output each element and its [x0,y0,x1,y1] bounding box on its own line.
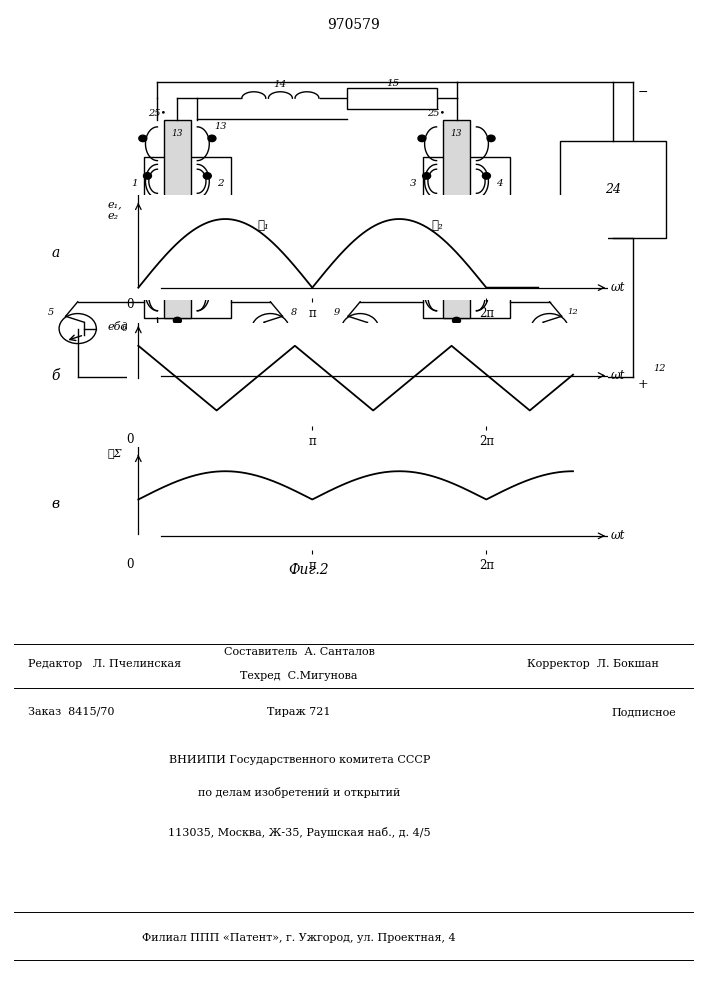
Text: 13: 13 [451,129,462,138]
Circle shape [139,135,147,142]
Text: Фиг.2: Фиг.2 [288,563,329,577]
Circle shape [423,173,431,179]
Bar [347,88,437,109]
Text: 12: 12 [568,308,578,316]
Circle shape [204,173,211,179]
Text: ωt: ωt [611,529,625,542]
Circle shape [418,135,426,142]
Text: 9: 9 [334,308,340,317]
Bar [423,157,510,318]
Text: а: а [51,246,59,260]
Text: 22: 22 [431,201,443,210]
Text: 13: 13 [172,129,183,138]
Text: 17: 17 [191,276,204,285]
Text: 10: 10 [397,324,409,333]
Text: 18: 18 [431,276,443,285]
Text: 970579: 970579 [327,18,380,32]
Text: 25•: 25• [148,109,167,118]
Text: Фиг.1: Фиг.1 [300,400,341,414]
Text: 3: 3 [410,179,416,188]
Text: 6: 6 [122,324,127,333]
Text: ωt: ωt [611,281,625,294]
Text: 24: 24 [604,183,621,196]
Circle shape [452,317,460,324]
Text: 0: 0 [127,298,134,311]
Circle shape [144,173,151,179]
Text: 13: 13 [172,328,183,337]
Text: ωt: ωt [611,369,625,382]
Circle shape [487,135,495,142]
Circle shape [204,253,211,259]
Text: e₁,: e₁, [108,199,122,209]
Text: 12: 12 [653,364,665,373]
Circle shape [208,135,216,142]
Text: б: б [51,368,59,382]
Text: Техред  С.Мигунова: Техред С.Мигунова [240,671,358,681]
Text: eбд: eбд [108,322,128,332]
Text: ℓ₁: ℓ₁ [258,219,269,232]
Text: 7: 7 [221,324,227,333]
Bar [443,120,469,318]
Text: 25•: 25• [428,109,445,118]
Text: 1: 1 [131,179,137,188]
Text: Корректор  Л. Бокшан: Корректор Л. Бокшан [527,659,659,669]
Text: ВНИИПИ Государственного комитета СССР: ВНИИПИ Государственного комитета СССР [168,755,430,765]
Text: по делам изобретений и открытий: по делам изобретений и открытий [198,786,400,798]
Text: 21: 21 [191,201,204,210]
Text: 16: 16 [151,276,164,285]
Text: ℓ₂: ℓ₂ [432,219,443,232]
Text: Подписное: Подписное [612,707,676,717]
Text: 0: 0 [127,558,134,571]
Text: Тираж 721: Тираж 721 [267,707,331,717]
Text: e₂: e₂ [108,211,119,221]
Text: 5: 5 [48,308,54,317]
Text: 15: 15 [387,79,400,88]
Bar [144,157,230,318]
Circle shape [144,253,151,259]
Circle shape [482,253,491,259]
Text: Редактор   Л. Пчелинская: Редактор Л. Пчелинская [28,659,181,669]
Text: 13: 13 [214,122,227,131]
Circle shape [423,253,431,259]
Text: Заказ  8415/70: Заказ 8415/70 [28,707,115,717]
Bar [559,141,666,237]
Text: 14: 14 [274,80,287,89]
Text: 20: 20 [151,201,164,210]
Text: 11: 11 [497,324,509,333]
Text: Филиал ППП «Патент», г. Ужгород, ул. Проектная, 4: Филиал ППП «Патент», г. Ужгород, ул. Про… [142,933,456,943]
Text: 4: 4 [496,179,503,188]
Text: 13: 13 [451,328,462,337]
Circle shape [482,173,491,179]
Text: 19: 19 [470,276,483,285]
Text: 23: 23 [470,201,483,210]
Text: 8: 8 [291,308,297,317]
Text: 2: 2 [217,179,224,188]
Text: 113035, Москва, Ж-35, Раушская наб., д. 4/5: 113035, Москва, Ж-35, Раушская наб., д. … [168,826,431,838]
Bar [164,120,191,318]
Text: в: в [51,497,59,511]
Text: 0: 0 [127,433,134,446]
Text: −: − [637,86,648,99]
Text: Составитель  А. Санталов: Составитель А. Санталов [223,647,375,657]
Text: +: + [637,378,648,391]
Circle shape [173,317,182,324]
Text: ℓΣ: ℓΣ [108,448,122,458]
